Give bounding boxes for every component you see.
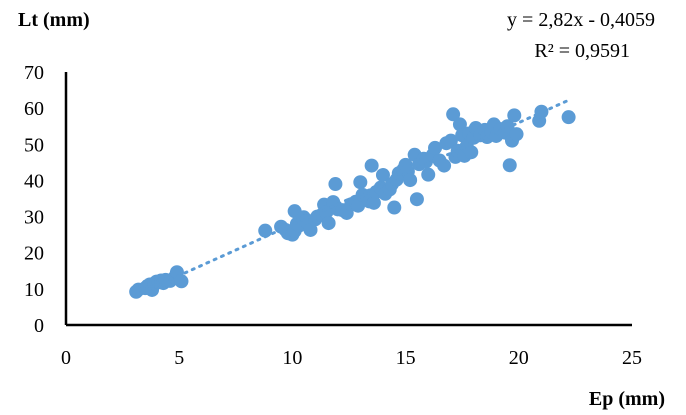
data-point xyxy=(509,127,524,142)
x-axis-label: Ep (mm) xyxy=(589,388,665,410)
y-tick-label: 10 xyxy=(24,279,44,301)
data-point xyxy=(561,110,576,125)
data-point xyxy=(351,198,366,213)
x-tick-label: 10 xyxy=(282,347,302,369)
y-tick-label: 60 xyxy=(24,98,44,120)
data-point xyxy=(421,167,436,182)
y-tick-label: 70 xyxy=(24,62,44,84)
data-point xyxy=(174,274,189,289)
x-tick-label: 15 xyxy=(396,347,416,369)
data-point xyxy=(328,177,343,192)
data-point xyxy=(366,195,381,210)
data-point xyxy=(258,223,273,238)
data-point xyxy=(502,158,517,173)
trendline-equation: y = 2,82x - 0,4059 xyxy=(507,9,655,31)
y-tick-label: 30 xyxy=(24,207,44,229)
x-tick-label: 0 xyxy=(61,347,71,369)
y-tick-labels: 0 10 20 30 40 50 60 70 xyxy=(24,62,44,337)
data-point xyxy=(387,200,402,215)
data-point xyxy=(303,222,318,237)
data-point xyxy=(428,140,443,155)
y-tick-label: 20 xyxy=(24,243,44,265)
data-point xyxy=(364,158,379,173)
data-point xyxy=(446,107,461,122)
trendline xyxy=(132,98,571,298)
data-points xyxy=(129,104,576,299)
y-axis-label: Lt (mm) xyxy=(18,9,90,31)
x-tick-label: 5 xyxy=(174,347,184,369)
y-tick-label: 40 xyxy=(24,170,44,192)
y-tick-label: 50 xyxy=(24,134,44,156)
r-squared-label: R² = 0,9591 xyxy=(534,40,630,62)
y-tick-label: 0 xyxy=(34,315,44,337)
data-point xyxy=(403,173,418,188)
data-point xyxy=(452,117,467,132)
data-point xyxy=(464,145,479,160)
x-tick-label: 20 xyxy=(509,347,529,369)
data-point xyxy=(409,192,424,207)
x-tick-label: 25 xyxy=(622,347,642,369)
x-tick-labels: 0 5 10 15 20 25 xyxy=(61,347,642,369)
data-point xyxy=(353,175,368,190)
data-point xyxy=(507,108,522,123)
data-point xyxy=(443,133,458,148)
data-point xyxy=(375,168,390,183)
trendline-layer xyxy=(132,98,571,298)
data-point xyxy=(319,205,334,220)
data-point xyxy=(321,216,336,231)
data-point xyxy=(437,158,452,173)
